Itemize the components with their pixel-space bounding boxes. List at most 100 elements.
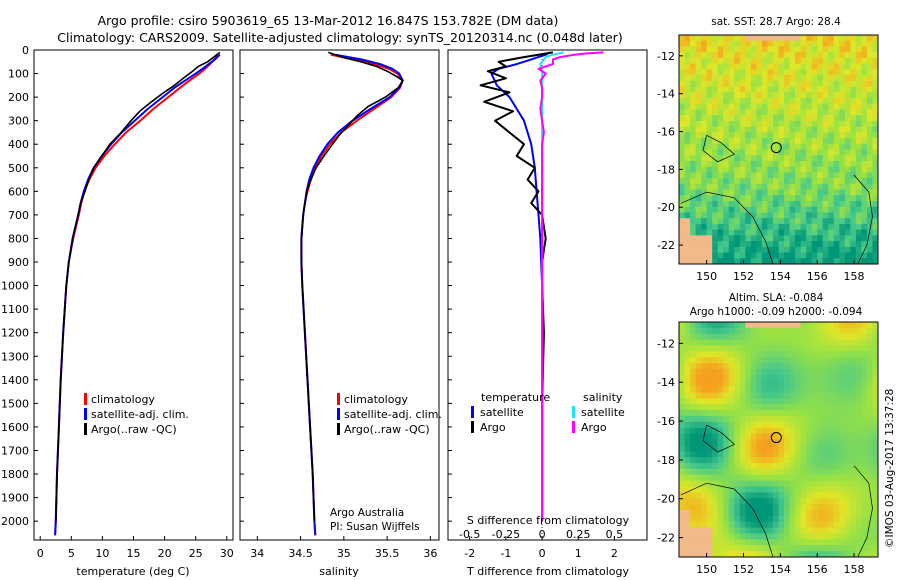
map-cell: [684, 75, 691, 82]
map-cell: [850, 103, 857, 110]
map-cell: [690, 433, 696, 440]
map-cell: [861, 120, 868, 128]
map-cell: [839, 69, 846, 76]
map-cell: [784, 212, 790, 219]
map-cell: [822, 451, 829, 458]
map-cell: [690, 97, 696, 105]
map-cell: [695, 138, 702, 145]
map-cell: [739, 545, 746, 552]
map-cell: [822, 345, 829, 352]
map-cell: [679, 92, 685, 99]
map-cell: [723, 109, 730, 116]
map-cell: [866, 57, 873, 65]
map-cell: [734, 504, 741, 511]
map-cell: [784, 392, 790, 399]
map-cell: [679, 97, 685, 105]
depth-tick-label: 200: [8, 91, 29, 104]
map-cell: [695, 374, 702, 382]
map-cell: [745, 92, 752, 99]
map-cell: [761, 189, 768, 196]
map-cell: [800, 416, 807, 423]
map-cell: [695, 357, 702, 364]
map-cell: [679, 115, 685, 122]
map-cell: [806, 463, 813, 470]
map-cell: [734, 369, 741, 376]
depth-tick-label: 1000: [1, 280, 29, 293]
depth-tick-label: 900: [8, 256, 29, 269]
map-cell: [723, 149, 730, 156]
map-cell: [679, 172, 685, 179]
map-cell: [690, 492, 696, 499]
map-cell: [750, 345, 757, 352]
map-cell: [817, 46, 824, 53]
map-cell: [717, 178, 724, 185]
map-cell: [772, 427, 779, 435]
map-cell: [690, 322, 696, 329]
map-cell: [701, 212, 708, 219]
x-tick-label: 0: [37, 547, 44, 560]
map-cell: [850, 223, 857, 231]
map-cell: [684, 46, 691, 53]
map-cell: [750, 212, 757, 219]
map-cell: [844, 172, 851, 179]
map-cell: [833, 421, 840, 429]
depth-tick-label: 1400: [1, 374, 29, 387]
map-cell: [800, 339, 807, 346]
map-cell: [795, 468, 802, 476]
map-cell: [723, 138, 730, 145]
map-cell: [800, 229, 807, 236]
map-cell: [784, 235, 790, 242]
map-cell: [745, 138, 752, 145]
map-cell: [855, 80, 862, 87]
map-cell: [833, 80, 840, 87]
map-cell: [811, 223, 818, 231]
map-cell: [795, 410, 802, 417]
map-cell: [761, 258, 768, 265]
map-cell: [806, 504, 813, 511]
map-cell: [778, 52, 785, 59]
map-cell: [806, 206, 813, 213]
map-cell: [701, 486, 708, 493]
map-cell: [712, 35, 719, 42]
map-cell: [739, 527, 746, 534]
map-cell: [850, 421, 857, 429]
map-cell: [739, 339, 746, 346]
map-cell: [800, 206, 807, 213]
map-cell: [701, 183, 708, 190]
map-cell: [833, 416, 840, 423]
map-cell: [828, 498, 835, 505]
map-cell: [767, 149, 774, 156]
map-cell: [844, 333, 851, 341]
map-cell: [745, 463, 752, 470]
map-cell: [717, 223, 724, 231]
map-cell: [839, 533, 846, 540]
map-cell: [806, 183, 813, 190]
map-cell: [750, 86, 757, 93]
map-cell: [789, 363, 796, 370]
map-cell: [839, 120, 846, 128]
map-cell: [817, 363, 824, 370]
map-cell: [706, 515, 713, 523]
map-cell: [756, 241, 763, 248]
map-cell: [866, 521, 873, 529]
map-cell: [723, 206, 730, 213]
map-cell: [701, 374, 708, 382]
map-cell: [706, 539, 713, 546]
map-cell: [750, 474, 757, 482]
map-cell: [861, 398, 868, 405]
map-cell: [761, 97, 768, 105]
map-cell: [844, 439, 851, 446]
map-cell: [690, 369, 696, 376]
map-cell: [855, 235, 862, 242]
map-cell: [839, 235, 846, 242]
map-cell: [866, 223, 873, 231]
map-cell: [800, 327, 807, 335]
map-cell: [728, 363, 735, 370]
map-cell: [784, 143, 790, 150]
map-cell: [756, 398, 763, 405]
map-cell: [844, 492, 851, 499]
map-cell: [679, 357, 685, 364]
map-cell: [739, 235, 746, 242]
map-cell: [772, 410, 779, 417]
map-cell: [701, 357, 708, 364]
